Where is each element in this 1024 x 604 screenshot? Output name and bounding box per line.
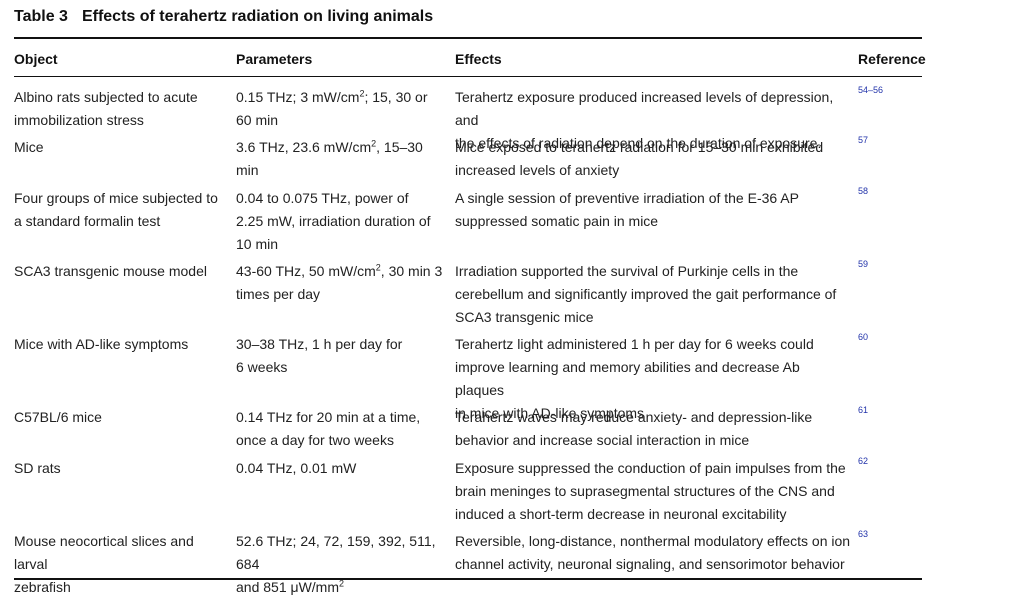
cell-line: 60 min	[236, 112, 279, 128]
header-rule	[14, 76, 922, 77]
reference-link[interactable]: 57	[858, 135, 869, 145]
reference-link[interactable]: 60	[858, 332, 869, 342]
cell-line: cerebellum and significantly improved th…	[455, 286, 837, 302]
cell-object: Mice with AD-like symptoms	[14, 333, 228, 356]
cell-parameters: 43-60 THz, 50 mW/cm2, 30 min 3 times per …	[236, 260, 446, 306]
reference-link[interactable]: 54–56	[858, 85, 884, 95]
cell-line: times per day	[236, 286, 321, 302]
cell-line: Mice with AD-like symptoms	[14, 336, 189, 352]
cell-line: zebrafish	[14, 579, 71, 595]
cell-line: SD rats	[14, 460, 61, 476]
cell-object: Mouse neocortical slices and larval zebra…	[14, 530, 228, 599]
cell-line: , 15–30 min	[236, 139, 423, 178]
cell-line: , 30 min 3	[380, 263, 443, 279]
superscript: 2	[375, 262, 381, 273]
cell-line: immobilization stress	[14, 112, 144, 128]
header-parameters: Parameters	[236, 51, 313, 67]
cell-line: 0.04 THz, 0.01 mW	[236, 460, 357, 476]
cell-effects: A single session of preventive irradiati…	[455, 187, 851, 233]
cell-line: 30–38 THz, 1 h per day for	[236, 336, 403, 352]
cell-line: 0.15 THz; 3 mW/cm	[236, 89, 360, 105]
cell-line: Terahertz light administered 1 h per day…	[455, 336, 814, 352]
cell-line: Four groups of mice subjected to	[14, 190, 218, 206]
cell-line: Irradiation supported the survival of Pu…	[455, 263, 799, 279]
cell-line: in mice with AD-like symptoms	[455, 405, 645, 421]
cell-line: Albino rats subjected to acute	[14, 89, 198, 105]
cell-effects: Exposure suppressed the conduction of pa…	[455, 457, 851, 526]
cell-line: C57BL/6 mice	[14, 409, 102, 425]
table-title: Table 3 Effects of terahertz radiation on…	[14, 8, 433, 26]
cell-object: Albino rats subjected to acute immobiliza…	[14, 86, 228, 132]
superscript: 2	[359, 88, 365, 99]
table-caption: Effects of terahertz radiation on living…	[81, 8, 434, 25]
cell-line: the effects of radiation depend on the d…	[455, 135, 822, 151]
top-rule	[14, 37, 922, 39]
cell-effects: Mice exposed to terahertz radiation for …	[455, 136, 851, 182]
table-label: Table 3	[14, 8, 68, 25]
cell-line: ; 15, 30 or	[364, 89, 428, 105]
cell-line: A single session of preventive irradiati…	[455, 190, 799, 206]
cell-line: improve learning and memory abilities an…	[455, 359, 800, 398]
cell-line: suppressed somatic pain in mice	[455, 213, 659, 229]
cell-line: and 851 μW/mm	[236, 579, 339, 595]
cell-parameters: 30–38 THz, 1 h per day for 6 weeks	[236, 333, 446, 379]
cell-line: Reversible, long-distance, nonthermal mo…	[455, 533, 851, 549]
cell-line: 10 min	[236, 236, 279, 252]
cell-line: Mice	[14, 139, 44, 155]
cell-line: 0.14 THz for 20 min at a time,	[236, 409, 421, 425]
reference-link[interactable]: 63	[858, 529, 869, 539]
cell-line: SCA3 transgenic mice	[455, 309, 594, 325]
cell-line: 0.04 to 0.075 THz, power of	[236, 190, 409, 206]
cell-line: 6 weeks	[236, 359, 288, 375]
cell-object: Four groups of mice subjected to a standa…	[14, 187, 228, 233]
bottom-rule	[14, 578, 922, 580]
cell-line: 2.25 mW, irradiation duration of	[236, 213, 431, 229]
cell-line: 3.6 THz, 23.6 mW/cm	[236, 139, 372, 155]
cell-parameters: 3.6 THz, 23.6 mW/cm2, 15–30 min	[236, 136, 446, 182]
cell-line: 52.6 THz; 24, 72, 159, 392, 511, 684	[236, 533, 436, 572]
cell-parameters: 52.6 THz; 24, 72, 159, 392, 511, 684 and …	[236, 530, 446, 599]
header-reference: Reference	[858, 51, 926, 67]
cell-effects: Terahertz light administered 1 h per day…	[455, 333, 851, 425]
cell-object: Mice	[14, 136, 228, 159]
cell-line: behavior and increase social interaction…	[455, 432, 750, 448]
cell-line: a standard formalin test	[14, 213, 161, 229]
cell-parameters: 0.04 to 0.075 THz, power of 2.25 mW, irra…	[236, 187, 446, 256]
reference-link[interactable]: 61	[858, 405, 869, 415]
cell-effects: Terahertz waves may reduce anxiety- and …	[455, 406, 851, 452]
cell-parameters: 0.14 THz for 20 min at a time, once a day…	[236, 406, 446, 452]
cell-line: induced a short-term decrease in neurona…	[455, 506, 787, 522]
cell-line: increased levels of anxiety	[455, 162, 620, 178]
cell-effects: Irradiation supported the survival of Pu…	[455, 260, 851, 329]
cell-line: SCA3 transgenic mouse model	[14, 263, 207, 279]
cell-parameters: 0.04 THz, 0.01 mW	[236, 457, 446, 480]
cell-line: channel activity, neuronal signaling, an…	[455, 556, 845, 572]
header-effects: Effects	[455, 51, 502, 67]
reference-link[interactable]: 58	[858, 186, 869, 196]
cell-line: 43-60 THz, 50 mW/cm	[236, 263, 376, 279]
cell-line: brain meninges to suprasegmental structu…	[455, 483, 835, 499]
cell-line: Exposure suppressed the conduction of pa…	[455, 460, 846, 476]
cell-effects: Reversible, long-distance, nonthermal mo…	[455, 530, 851, 576]
cell-line: Terahertz exposure produced increased le…	[455, 89, 834, 128]
cell-object: SCA3 transgenic mouse model	[14, 260, 228, 283]
header-object: Object	[14, 51, 58, 67]
cell-line: Mice exposed to terahertz radiation for …	[455, 139, 824, 155]
superscript: 2	[371, 138, 377, 149]
reference-link[interactable]: 59	[858, 259, 869, 269]
cell-line: once a day for two weeks	[236, 432, 394, 448]
cell-line: Mouse neocortical slices and larval	[14, 533, 194, 572]
cell-effects: Terahertz exposure produced increased le…	[455, 86, 851, 155]
cell-parameters: 0.15 THz; 3 mW/cm2; 15, 30 or 60 min	[236, 86, 446, 132]
reference-link[interactable]: 62	[858, 456, 869, 466]
superscript: 2	[339, 578, 345, 589]
cell-object: SD rats	[14, 457, 228, 480]
cell-line: Terahertz waves may reduce anxiety- and …	[455, 409, 813, 425]
cell-object: C57BL/6 mice	[14, 406, 228, 429]
